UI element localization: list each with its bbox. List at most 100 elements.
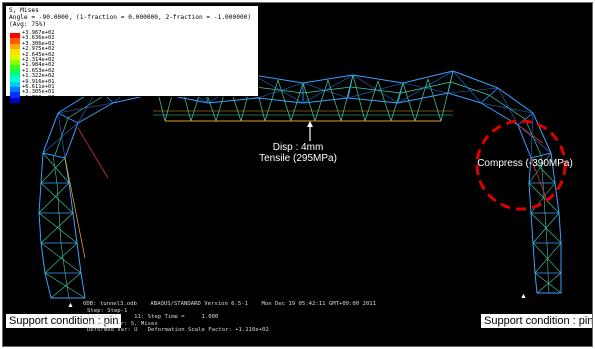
legend-swatch (10, 70, 20, 77)
right-support-triangle-icon: ▲ (520, 293, 527, 300)
right-column-inner (532, 242, 536, 274)
arch-outer-chord (402, 70, 454, 84)
crown-diagonal (277, 79, 292, 122)
arch-vertical (517, 112, 534, 126)
right-column-diagonal (528, 152, 552, 184)
left-support-label: Support condition : pin (6, 314, 122, 328)
left-column-diagonal (38, 212, 78, 244)
left-column-mid (58, 212, 62, 244)
right-column-mid (546, 242, 549, 274)
disp-label: Disp : 4mm Tensile (295MPa) (253, 142, 343, 164)
crown-diagonal (327, 79, 342, 122)
legend-values: +3.967e+02 +3.636e+02 +3.306e+02 +2.975e+02… (22, 30, 55, 101)
right-column-diagonal (534, 272, 562, 294)
left-column-diagonal (40, 182, 74, 214)
legend-value: +9.916e+01 (22, 78, 55, 85)
left-column-hot (64, 157, 86, 259)
arrow-up-icon (307, 121, 313, 141)
arch-inner-chord (77, 102, 114, 124)
info-increment: Increment 11: Step Time = 1.000 (87, 314, 219, 321)
legend-value: +1.984e+02 (22, 62, 55, 69)
legend-value: +3.967e+02 (22, 30, 55, 36)
legend-value: +2.975e+02 (22, 46, 55, 53)
left-column-diagonal (44, 272, 86, 299)
left-column-diagonal (44, 242, 78, 274)
arch-diagonal (57, 112, 66, 159)
arch-mid-chord (524, 118, 542, 156)
arch-diagonal (497, 87, 519, 126)
arch-mid-chord (350, 86, 402, 94)
right-column-inner (534, 272, 538, 294)
legend-swatch (10, 33, 20, 39)
arch-inner-chord (447, 92, 482, 104)
right-column-hot (517, 124, 544, 144)
crown-diagonal (352, 74, 366, 122)
arch-outer-chord (252, 74, 304, 84)
crown-diagonal (264, 79, 279, 122)
arch-mid-chord (67, 94, 106, 119)
right-column-diagonal (530, 157, 556, 184)
crown-diagonal (302, 82, 316, 122)
crown-diagonal (314, 79, 329, 122)
arch-diagonal (252, 74, 304, 104)
left-column-diagonal (40, 212, 74, 244)
arch-outer-chord (302, 74, 354, 84)
left-column-strut (42, 152, 66, 159)
legend-value: +3.306e+02 (22, 40, 55, 47)
left-column-mid (52, 154, 58, 184)
crown-diagonal (390, 82, 404, 122)
tensile-value: Tensile (295MPa) (259, 153, 337, 164)
arch-outer-chord (497, 87, 534, 114)
legend-angle: Angle = -90.0000, (1-fraction = 0.000000… (9, 14, 252, 21)
info-step: Step: Step-1 (87, 307, 128, 314)
arch-inner-chord (347, 97, 399, 104)
arch-inner-chord (302, 97, 349, 104)
arch-diagonal (452, 70, 482, 104)
right-column-diagonal (528, 182, 560, 214)
left-column-mid (56, 182, 60, 214)
stress-legend: S, Mises Angle = -90.0000, (1-fraction =… (5, 5, 259, 104)
left-column-outer (44, 272, 52, 299)
legend-swatch (10, 43, 20, 50)
info-odb: ODB: tunnel3.odb ABAQUS/STANDARD Version… (83, 301, 376, 307)
arch-diagonal (42, 122, 79, 154)
arch-mid-chord (302, 86, 352, 94)
arch-diagonal (257, 82, 304, 99)
legend-swatch (10, 65, 20, 71)
left-column-outer (38, 182, 42, 214)
left-column-inner (80, 272, 86, 299)
arch-inner-chord (207, 97, 259, 104)
right-column-outer (558, 212, 562, 244)
right-column-diagonal (530, 212, 562, 244)
legend-value: +1.653e+02 (22, 67, 55, 74)
legend-swatch (10, 54, 20, 60)
left-column-inner (76, 242, 82, 274)
left-column-diagonal (38, 182, 70, 214)
left-support-triangle-icon: ▲ (67, 302, 74, 309)
crown-diagonal (340, 74, 354, 122)
arch-mid-chord (488, 94, 526, 120)
right-column-strut (530, 152, 552, 159)
arch-diagonal (517, 124, 552, 154)
right-column-mid (547, 272, 550, 294)
crown-diagonal (427, 78, 442, 122)
legend-swatch (10, 81, 20, 87)
arch-vertical (480, 87, 499, 104)
arch-mid-chord (400, 81, 452, 94)
left-column-mid (64, 272, 70, 299)
right-column-mid (540, 154, 544, 184)
left-column-outer (38, 212, 42, 244)
legend-value: +2.645e+02 (22, 51, 55, 58)
legend-swatch (10, 49, 20, 55)
legend-title: S, Mises (9, 7, 39, 14)
arch-inner-chord (64, 122, 79, 159)
left-column-hot (77, 127, 109, 179)
legend-color-bar (10, 33, 20, 104)
arch-diagonal (480, 102, 534, 114)
crown-diagonal (440, 70, 454, 122)
right-column-inner (530, 212, 534, 244)
right-column-inner (528, 182, 532, 214)
right-column-diagonal (536, 272, 562, 294)
